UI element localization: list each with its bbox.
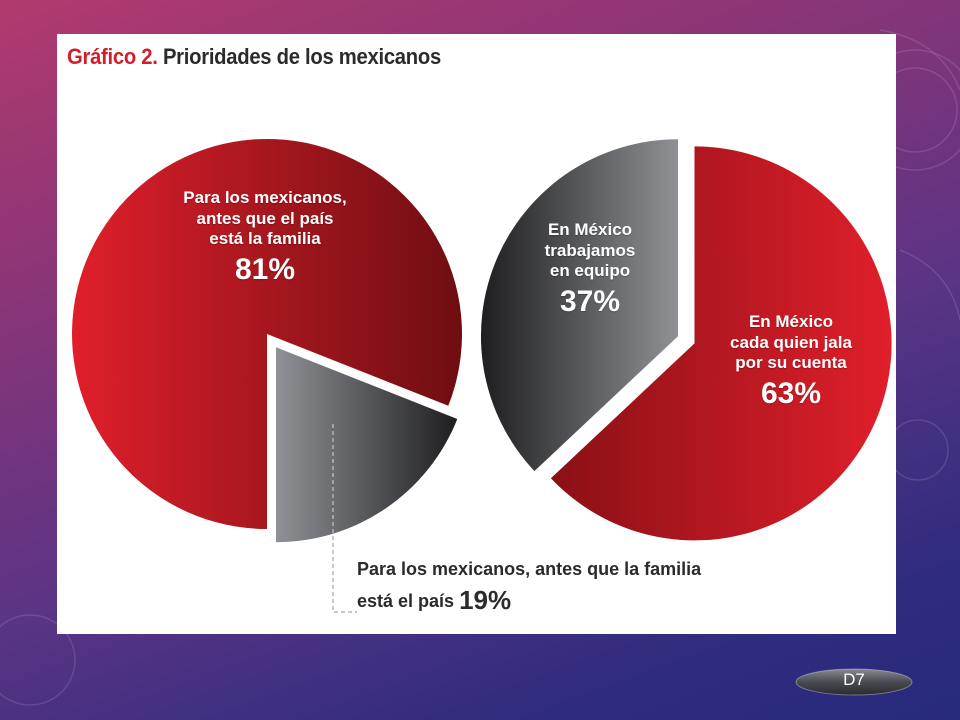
pie2-slice-cuenta-text-3: por su cuenta <box>735 353 847 373</box>
pie1-slice-pais-text-2: está el país <box>357 591 455 612</box>
pie2-slice-cuenta <box>550 146 892 541</box>
pie2-slice-equipo-label: En México trabajamos en equipo 37% <box>515 220 665 321</box>
pie1-slice-pais <box>276 347 458 543</box>
pie2-slice-equipo-value: 37% <box>559 285 621 319</box>
pie2-slice-cuenta-value: 63% <box>760 377 822 411</box>
chart-title-prefix: Gráfico 2. <box>67 44 158 69</box>
pie-charts <box>71 139 892 613</box>
pie2-slice-cuenta-text-1: En México <box>748 312 834 331</box>
pie1-slice-familia-text-1: Para los mexicanos, <box>183 188 347 207</box>
pie1-slice-pais-text-1: Para los mexicanos, antes que la familia <box>357 559 702 579</box>
pie1-slice-pais-value: 19% <box>459 585 512 616</box>
callout-leader-line <box>332 424 357 613</box>
pie1-slice-pais-text-2-row: está el país 19% <box>357 582 777 620</box>
pie1-slice-pais-label: Para los mexicanos, antes que la familia… <box>357 556 777 620</box>
pie2-slice-equipo-text-2: trabajamos <box>544 240 636 260</box>
pie1-slice-familia-label: Para los mexicanos, antes que el país es… <box>155 188 375 289</box>
pie2-slice-equipo <box>480 139 678 472</box>
chart-panel: Gráfico 2. Prioridades de los mexicanos <box>57 34 896 634</box>
slide-number-label: D7 <box>843 670 865 689</box>
chart-title: Gráfico 2. Prioridades de los mexicanos <box>67 44 441 70</box>
pie2-slice-cuenta-label: En México cada quien jala por su cuenta … <box>691 312 891 413</box>
pie2-slice-equipo-text-1: En México <box>547 220 633 239</box>
pie1-slice-familia-text-2: antes que el país <box>196 208 334 228</box>
pie1-slice-familia-value: 81% <box>234 253 296 287</box>
chart-title-main: Prioridades de los mexicanos <box>162 44 441 69</box>
slide-badge: D7 <box>794 664 932 698</box>
pie1-slice-familia-text-3: está la familia <box>209 229 321 249</box>
badge-shape <box>795 668 913 696</box>
pie2-slice-cuenta-text-2: cada quien jala <box>730 332 852 352</box>
pie1-slice-familia <box>71 139 462 529</box>
pie2-slice-equipo-text-3: en equipo <box>549 261 631 281</box>
